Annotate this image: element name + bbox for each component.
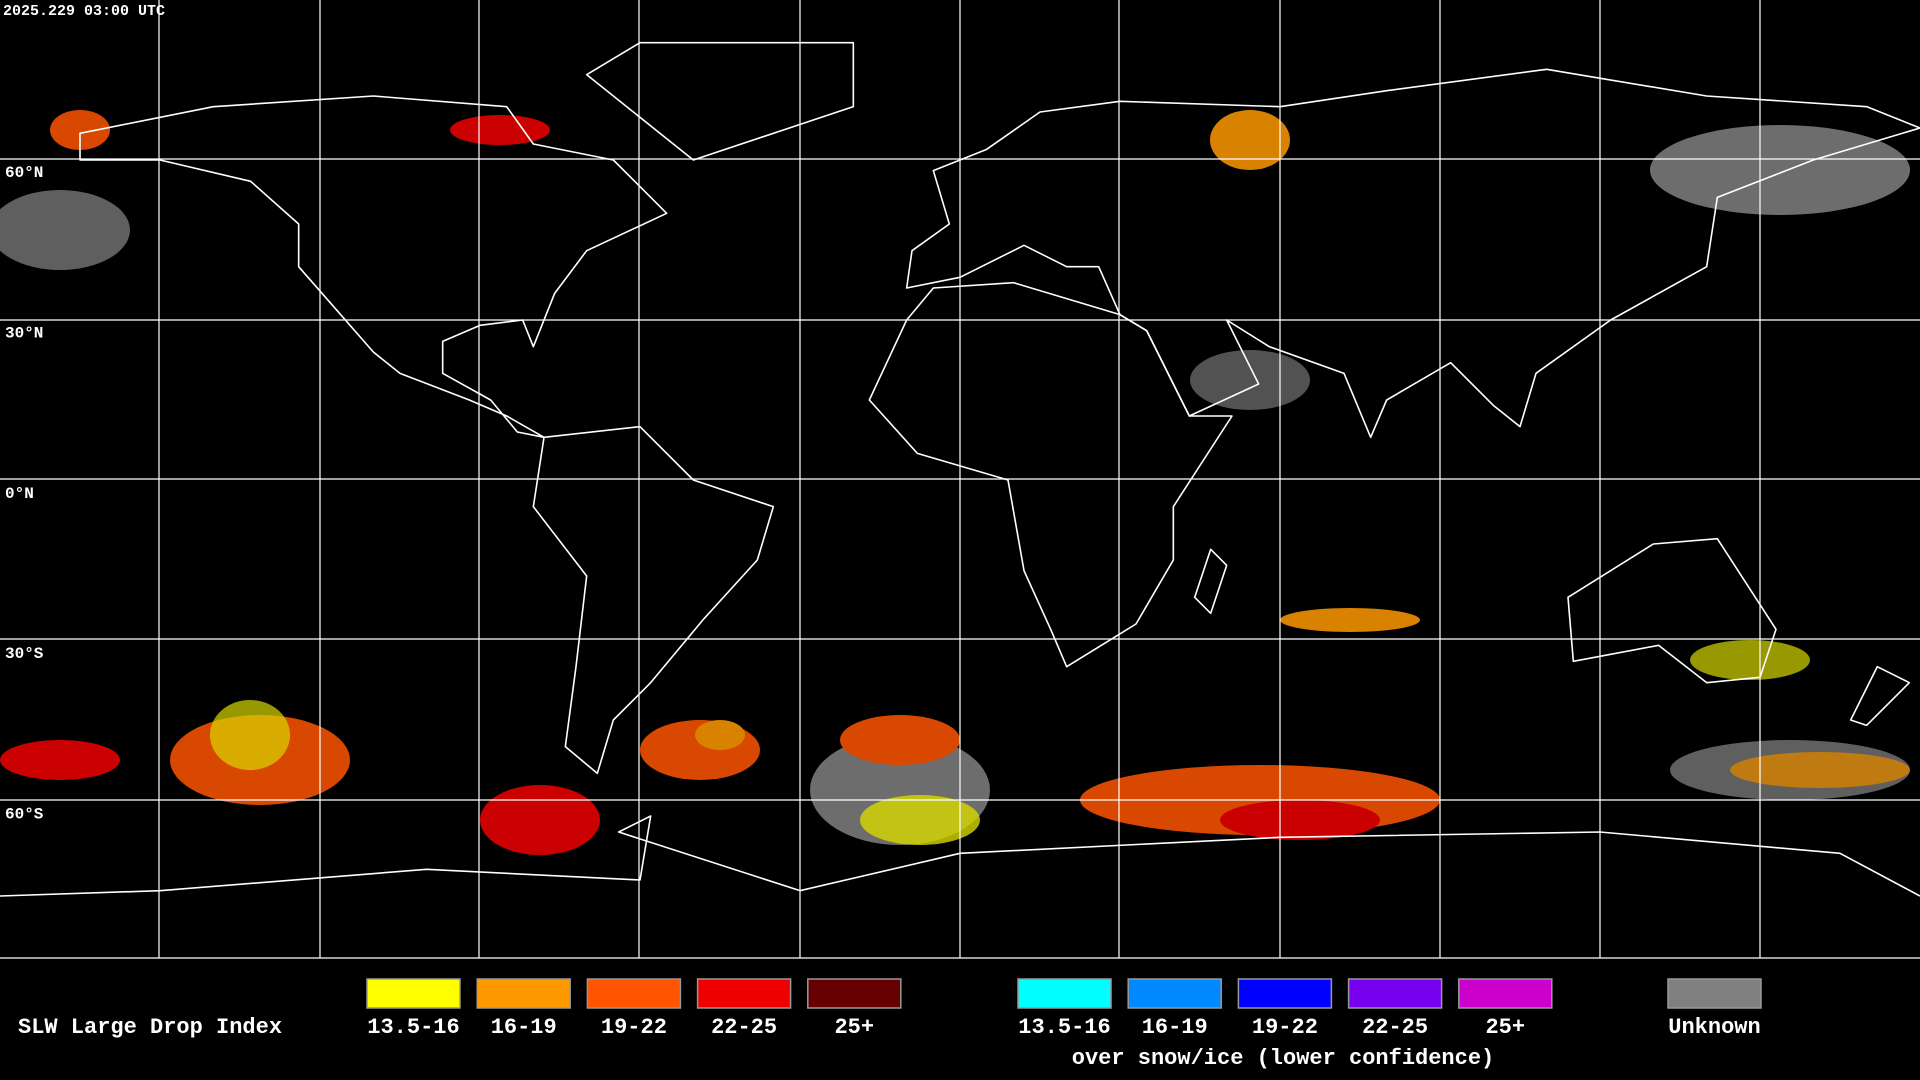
- coastline: [533, 427, 773, 774]
- cloud-22-25: [1220, 800, 1380, 840]
- legend-swatch: [476, 978, 571, 1009]
- unknown-swatch-label: Unknown: [1668, 1015, 1760, 1040]
- cloud-13-16: [1690, 640, 1810, 680]
- legend-caption: over snow/ice (lower confidence): [1072, 1046, 1494, 1071]
- snow-legend-swatch: [1127, 978, 1222, 1009]
- cloud-19-22: [50, 110, 110, 150]
- latitude-label: 30°S: [5, 645, 44, 663]
- coastline: [80, 96, 667, 437]
- latitude-label: 60°S: [5, 805, 44, 823]
- cloud-16-19: [695, 720, 745, 750]
- cloud-16-19: [1730, 752, 1910, 788]
- snow-legend-swatch: [1458, 978, 1553, 1009]
- legend-swatch-label: 25+: [834, 1015, 874, 1040]
- snow-legend-swatch: [1237, 978, 1333, 1009]
- cloud-16-19: [1280, 608, 1420, 632]
- legend-swatch-label: 19-22: [601, 1015, 667, 1040]
- snow-legend-swatch-label: 16-19: [1142, 1015, 1208, 1040]
- coastline: [907, 69, 1920, 437]
- legend-title: SLW Large Drop Index: [18, 1015, 282, 1040]
- coastline: [587, 43, 854, 160]
- snow-legend-swatch-label: 22-25: [1362, 1015, 1428, 1040]
- latitude-label: 60°N: [5, 164, 43, 182]
- graticule: [0, 0, 1920, 959]
- snow-legend-swatch-label: 19-22: [1252, 1015, 1318, 1040]
- legend-swatch: [366, 978, 461, 1009]
- legend-swatch-label: 22-25: [711, 1015, 777, 1040]
- coastline: [1195, 549, 1227, 613]
- timestamp: 2025.229 03:00 UTC: [3, 3, 165, 20]
- legend-swatch: [696, 978, 792, 1009]
- cloud-22-25: [0, 740, 120, 780]
- unknown-swatch: [1667, 978, 1762, 1009]
- cloud-13-16: [860, 795, 980, 845]
- legend-swatch: [807, 978, 902, 1009]
- coastlines: [0, 43, 1920, 896]
- latitude-label: 30°N: [5, 325, 43, 343]
- unknown-cloud: [1190, 350, 1310, 410]
- cloud-22-25: [480, 785, 600, 855]
- cloud-22-25: [450, 115, 550, 145]
- coastline: [0, 816, 1920, 896]
- unknown-cloud: [1650, 125, 1910, 215]
- coastline: [1851, 667, 1910, 726]
- legend-swatch: [586, 978, 682, 1009]
- cloud-16-19: [1210, 110, 1290, 170]
- legend: SLW Large Drop Index over snow/ice (lowe…: [18, 978, 1762, 1071]
- cloud-imagery: [0, 110, 1910, 855]
- cloud-13-16: [210, 700, 290, 770]
- latitude-label: 0°N: [5, 485, 34, 503]
- snow-legend-swatch-label: 13.5-16: [1018, 1015, 1110, 1040]
- latitude-labels: 60°N 30°N 0°N 30°S 60°S: [5, 164, 44, 823]
- coastline: [869, 283, 1232, 667]
- snow-legend-swatch: [1017, 978, 1112, 1009]
- snow-legend-swatch: [1347, 978, 1443, 1009]
- snow-legend-swatch-label: 25+: [1485, 1015, 1525, 1040]
- legend-swatch-label: 16-19: [491, 1015, 557, 1040]
- legend-swatch-label: 13.5-16: [367, 1015, 459, 1040]
- cloud-19-22: [840, 715, 960, 765]
- unknown-cloud: [0, 190, 130, 270]
